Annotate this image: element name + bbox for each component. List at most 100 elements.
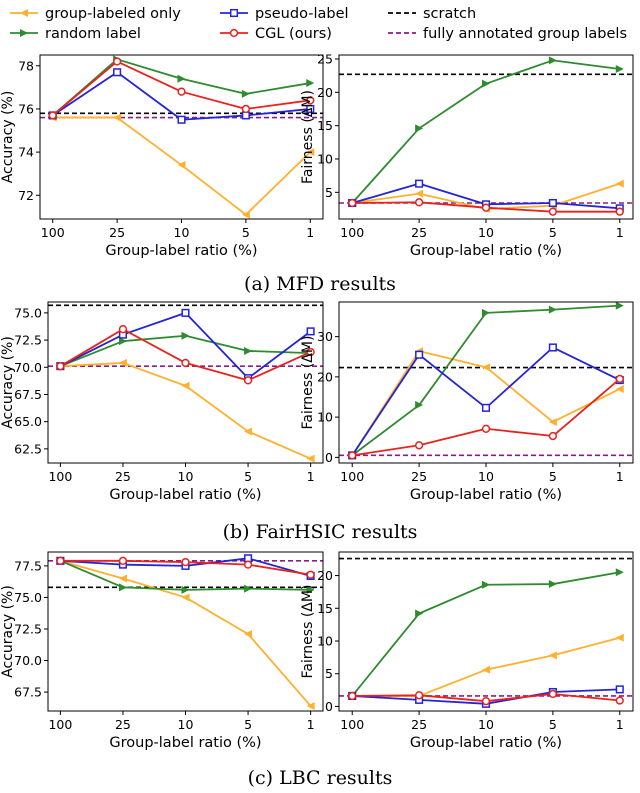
- y-tick-label: 30: [317, 329, 333, 344]
- legend-label-scratch: scratch: [423, 6, 476, 22]
- point-cgl: [348, 691, 357, 701]
- x-tick-label: 5: [549, 469, 557, 484]
- x-tick-label: 100: [340, 225, 364, 240]
- point-pseudo: [415, 350, 424, 359]
- series-line-cgl: [352, 378, 621, 457]
- point-cgl: [348, 451, 357, 460]
- y-tick-label: 76: [18, 101, 34, 116]
- y-tick-label: 67.5: [14, 387, 42, 402]
- point-pseudo: [615, 685, 624, 694]
- point-group: [113, 113, 122, 122]
- legend-marker-cgl: [229, 28, 239, 38]
- x-tick-label: 100: [340, 469, 364, 484]
- y-tick-label: 65.0: [14, 414, 42, 429]
- legend-label-cgl: CGL (ours): [255, 26, 332, 42]
- legend-entry-cgl: CGL (ours): [220, 26, 332, 42]
- axes-frame: [39, 54, 324, 220]
- point-random: [548, 56, 557, 65]
- point-cgl: [414, 691, 424, 700]
- y-axis-label: Accuracy (%): [0, 91, 16, 184]
- point-pseudo: [548, 343, 557, 352]
- point-cgl: [414, 441, 424, 450]
- axes-frame: [338, 301, 634, 464]
- point-pseudo: [306, 327, 315, 336]
- y-tick-label: 25: [317, 52, 333, 67]
- x-tick-label: 5: [244, 469, 252, 484]
- point-cgl: [181, 557, 190, 567]
- point-pseudo: [415, 179, 424, 188]
- caption-a: (a) MFD results: [244, 273, 396, 295]
- y-tick-label: 10: [317, 410, 333, 425]
- x-tick-label: 1: [307, 717, 315, 732]
- y-tick-label: 62.5: [14, 441, 42, 456]
- x-axis-label: Group-label ratio (%): [410, 487, 562, 503]
- point-random: [482, 308, 490, 317]
- y-tick-label: 20: [317, 369, 333, 384]
- point-group: [181, 593, 190, 602]
- point-group: [306, 701, 315, 710]
- point-cgl: [56, 362, 65, 371]
- point-pseudo: [481, 403, 491, 412]
- x-tick-label: 1: [616, 717, 624, 732]
- y-tick-label: 15: [317, 118, 333, 133]
- x-tick-label: 10: [174, 225, 190, 240]
- point-group: [482, 665, 490, 674]
- point-cgl: [243, 560, 253, 569]
- legend-entry-full: fully annotated group labels: [388, 26, 627, 42]
- y-tick-label: 67.5: [14, 685, 42, 700]
- y-tick-label: 0: [325, 699, 333, 714]
- point-cgl: [181, 358, 190, 368]
- series-line-random: [351, 571, 620, 697]
- point-cgl: [306, 347, 315, 357]
- x-tick-label: 1: [616, 469, 624, 484]
- point-cgl: [56, 556, 65, 565]
- series-line-pseudo: [351, 346, 621, 456]
- point-group: [415, 189, 424, 198]
- chart-c-accuracy: 100 25 10 5 1 67.5 70.0 72.5 75.0 77.5 Group-label…: [0, 551, 324, 751]
- point-cgl: [112, 57, 122, 66]
- point-group: [177, 161, 186, 170]
- point-group: [241, 210, 250, 219]
- point-random: [615, 301, 624, 310]
- point-random: [548, 305, 557, 314]
- x-tick-label: 10: [478, 469, 494, 484]
- point-random: [482, 580, 490, 589]
- point-pseudo: [177, 115, 186, 124]
- point-cgl: [241, 104, 251, 114]
- y-axis-label: Accuracy (%): [0, 336, 16, 429]
- point-cgl: [481, 203, 491, 212]
- point-group: [548, 417, 557, 426]
- x-tick-label: 5: [244, 717, 252, 732]
- y-tick-label: 72.5: [14, 333, 42, 348]
- legend-entry-random: random label: [10, 26, 141, 42]
- point-random: [244, 346, 253, 355]
- legend-entry-group: group-labeled only: [10, 6, 181, 22]
- x-tick-label: 10: [178, 717, 194, 732]
- axes-frame: [338, 551, 634, 712]
- y-tick-label: 72: [18, 188, 34, 203]
- point-pseudo: [548, 198, 557, 208]
- x-tick-label: 25: [411, 717, 427, 732]
- y-tick-label: 10: [317, 633, 333, 648]
- legend-marker-pseudo: [229, 8, 239, 18]
- y-tick-label: 70.0: [14, 360, 42, 375]
- point-group: [548, 651, 557, 660]
- point-random: [244, 584, 253, 593]
- point-cgl: [548, 689, 558, 699]
- y-axis-label: Fairness (ΔM): [300, 336, 316, 430]
- y-tick-label: 20: [317, 85, 333, 100]
- point-random: [415, 401, 424, 410]
- x-axis-label: Group-label ratio (%): [410, 243, 562, 259]
- point-cgl: [243, 376, 253, 385]
- x-tick-label: 5: [242, 225, 250, 240]
- series-line-group: [60, 362, 311, 460]
- point-cgl: [481, 697, 491, 706]
- y-tick-label: 75.0: [14, 590, 42, 605]
- chart-a-accuracy: 100 25 10 5 1 72 74 76 78 Group-label ratio (%) Ac…: [0, 54, 324, 259]
- point-random: [482, 79, 490, 88]
- point-random: [415, 124, 424, 133]
- point-group: [118, 358, 127, 367]
- legend-marker-group: [20, 9, 28, 17]
